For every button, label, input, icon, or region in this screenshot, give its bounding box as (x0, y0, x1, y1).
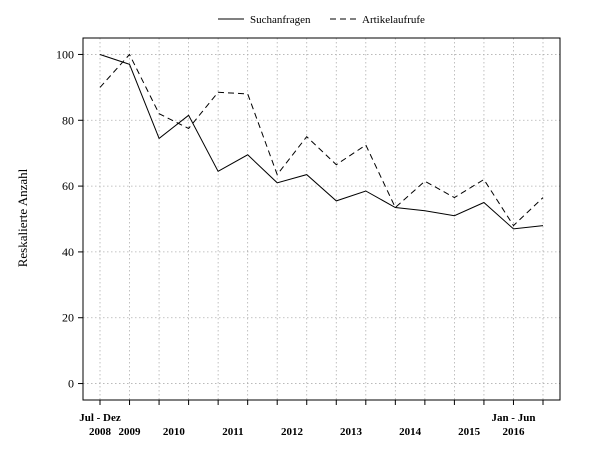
x-tick-label-year: 2010 (163, 426, 186, 438)
y-tick-label: 60 (62, 179, 74, 193)
plot-frame (82, 37, 561, 401)
x-tick-label-year: 2008 (89, 426, 112, 438)
x-tick-label-year: 2015 (458, 426, 481, 438)
x-tick-label-year: 2009 (119, 426, 142, 438)
series-line-artikelaufrufe (99, 53, 544, 227)
legend-label-suchanfragen: Suchanfragen (250, 14, 311, 26)
legend-label-artikelaufrufe: Artikelaufrufe (362, 14, 425, 26)
x-tick-label-range: Jan - Jun (491, 412, 535, 424)
y-tick-label: 100 (56, 47, 74, 61)
grid-layer (83, 38, 560, 400)
legend: Suchanfragen Artikelaufrufe (218, 14, 425, 26)
y-axis-title: Reskalierte Anzahl (15, 168, 30, 267)
x-tick-label-year: 2012 (281, 426, 304, 438)
y-tick-label: 80 (62, 113, 74, 127)
y-tick-label: 20 (62, 311, 74, 325)
x-axis: Jul - Dez 2008 2009 2010 2011 2012 2013 2014 201… (79, 400, 544, 438)
y-tick-label: 0 (68, 377, 74, 391)
y-axis: 0 20 40 60 80 100 (56, 47, 83, 391)
series-layer (99, 53, 544, 230)
x-tick-label-range: Jul - Dez (79, 412, 121, 424)
x-tick-label-year: 2011 (222, 426, 243, 438)
series-line-suchanfragen (99, 54, 544, 230)
x-tick-label-year: 2016 (502, 426, 525, 438)
y-tick-label: 40 (62, 245, 74, 259)
x-tick-label-year: 2014 (399, 426, 422, 438)
x-tick-label-year: 2013 (340, 426, 363, 438)
